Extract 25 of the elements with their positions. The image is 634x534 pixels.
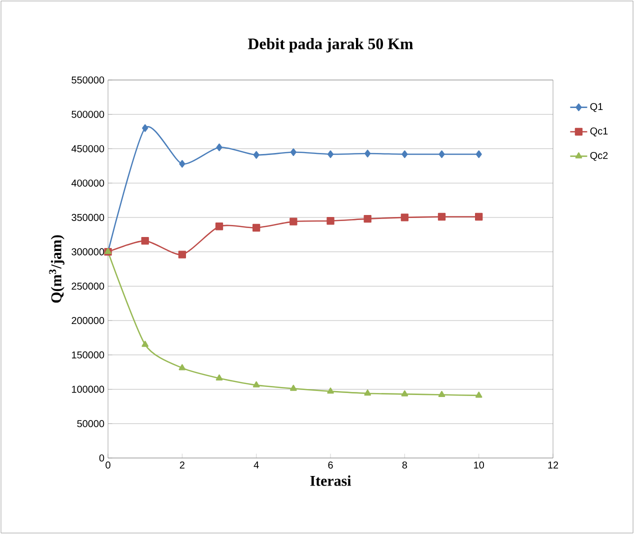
y-tick-label: 250000 — [72, 282, 104, 290]
y-tick-label: 50000 — [77, 420, 104, 428]
legend-label: Qc2 — [590, 152, 608, 161]
y-tick-label: 200000 — [72, 317, 104, 324]
x-tick-label: 10 — [474, 462, 484, 469]
y-tick-label: 150000 — [72, 351, 104, 358]
x-tick-label: 4 — [254, 462, 259, 468]
y-tick-label: 300000 — [72, 248, 104, 256]
x-tick-label: 6 — [328, 462, 333, 469]
y-axis-title: Q(m$^{3}$/jam) — [49, 235, 64, 303]
legend-label: Qc1 — [590, 128, 608, 136]
y-tick-label: 100000 — [72, 386, 104, 393]
y-tick-label: 450000 — [71, 145, 104, 152]
y-tick-label: 400000 — [71, 180, 104, 187]
x-tick-label: 2 — [180, 462, 184, 468]
chart-title: Debit pada jarak 50 Km — [248, 38, 414, 52]
y-tick-label: 550000 — [72, 76, 104, 84]
legend-label: Q1 — [590, 103, 603, 112]
y-tick-label: 0 — [99, 454, 104, 462]
x-tick-label: 12 — [548, 462, 558, 468]
y-tick-label: 500000 — [72, 110, 104, 118]
y-tick-label: 350000 — [72, 214, 104, 221]
x-tick-label: 8 — [402, 462, 408, 469]
x-axis-title: Iterasi — [310, 475, 352, 486]
x-tick-label: 0 — [106, 462, 110, 469]
